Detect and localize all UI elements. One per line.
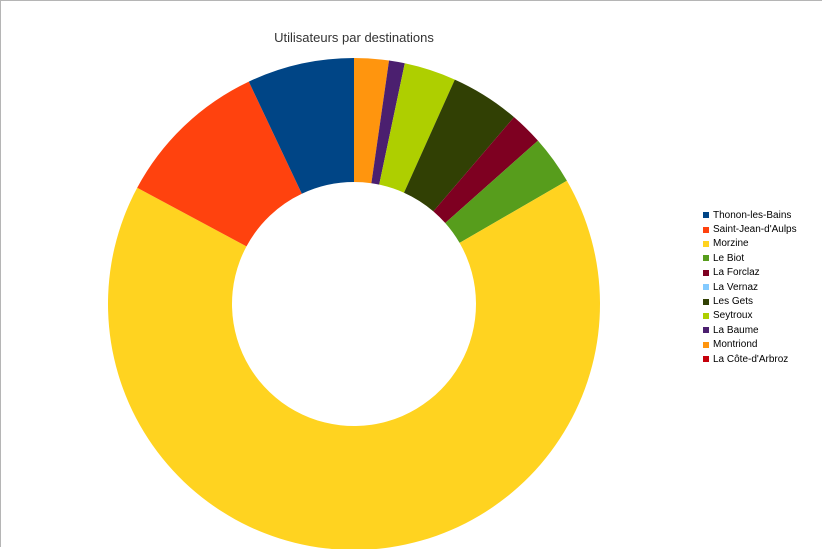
- legend-label: La Forclaz: [713, 267, 760, 279]
- legend-item-la-forclaz: La Forclaz: [703, 266, 797, 280]
- legend-label: La Baume: [713, 324, 759, 336]
- slice-seytroux: [379, 63, 455, 193]
- slice-montriond: [354, 58, 390, 184]
- legend-label: Le Biot: [713, 252, 745, 264]
- slice-thonon-les-bains: [248, 58, 354, 194]
- chart-legend: Thonon-les-Bains Saint-Jean-d'Aulps Morzin…: [703, 208, 797, 366]
- legend-label: Les Gets: [713, 296, 754, 308]
- legend-label: La Vernaz: [713, 281, 759, 293]
- legend-swatch: [703, 298, 709, 305]
- legend-label: Saint-Jean-d'Aulps: [713, 224, 797, 236]
- legend-swatch: [703, 212, 709, 219]
- legend-swatch: [703, 356, 709, 363]
- legend-item-la-vernaz: La Vernaz: [703, 280, 797, 294]
- legend-label: Thonon-les-Bains: [713, 209, 792, 221]
- donut-chart: [108, 58, 600, 549]
- legend-label: Morzine: [713, 238, 749, 250]
- legend-swatch: [703, 312, 709, 319]
- legend-swatch: [703, 327, 709, 334]
- legend-item-saint-jean-d-aulps: Saint-Jean-d'Aulps: [703, 222, 797, 236]
- legend-swatch: [703, 284, 709, 291]
- legend-item-la-cote-d-arbroz: La Côte-d'Arbroz: [703, 352, 797, 366]
- slice-la-baume: [371, 60, 405, 185]
- legend-item-les-gets: Les Gets: [703, 294, 797, 308]
- slice-le-biot: [445, 140, 567, 243]
- legend-label: La Côte-d'Arbroz: [713, 353, 789, 365]
- legend-swatch: [703, 255, 709, 262]
- legend-item-le-biot: Le Biot: [703, 251, 797, 265]
- legend-item-seytroux: Seytroux: [703, 309, 797, 323]
- legend-swatch: [703, 240, 709, 247]
- slice-les-gets: [404, 79, 515, 212]
- legend-label: Montriond: [713, 339, 758, 351]
- legend-item-morzine: Morzine: [703, 237, 797, 251]
- slice-morzine: [108, 180, 600, 549]
- legend-swatch: [703, 269, 709, 276]
- legend-swatch: [703, 226, 709, 233]
- legend-label: Seytroux: [713, 310, 753, 322]
- slice-la-forclaz: [433, 117, 538, 223]
- legend-swatch: [703, 341, 709, 348]
- chart-title: Utilisateurs par destinations: [274, 30, 434, 45]
- slice-saint-jean-d-aulps: [137, 81, 302, 247]
- legend-item-la-baume: La Baume: [703, 323, 797, 337]
- legend-item-montriond: Montriond: [703, 338, 797, 352]
- legend-item-thonon-les-bains: Thonon-les-Bains: [703, 208, 797, 222]
